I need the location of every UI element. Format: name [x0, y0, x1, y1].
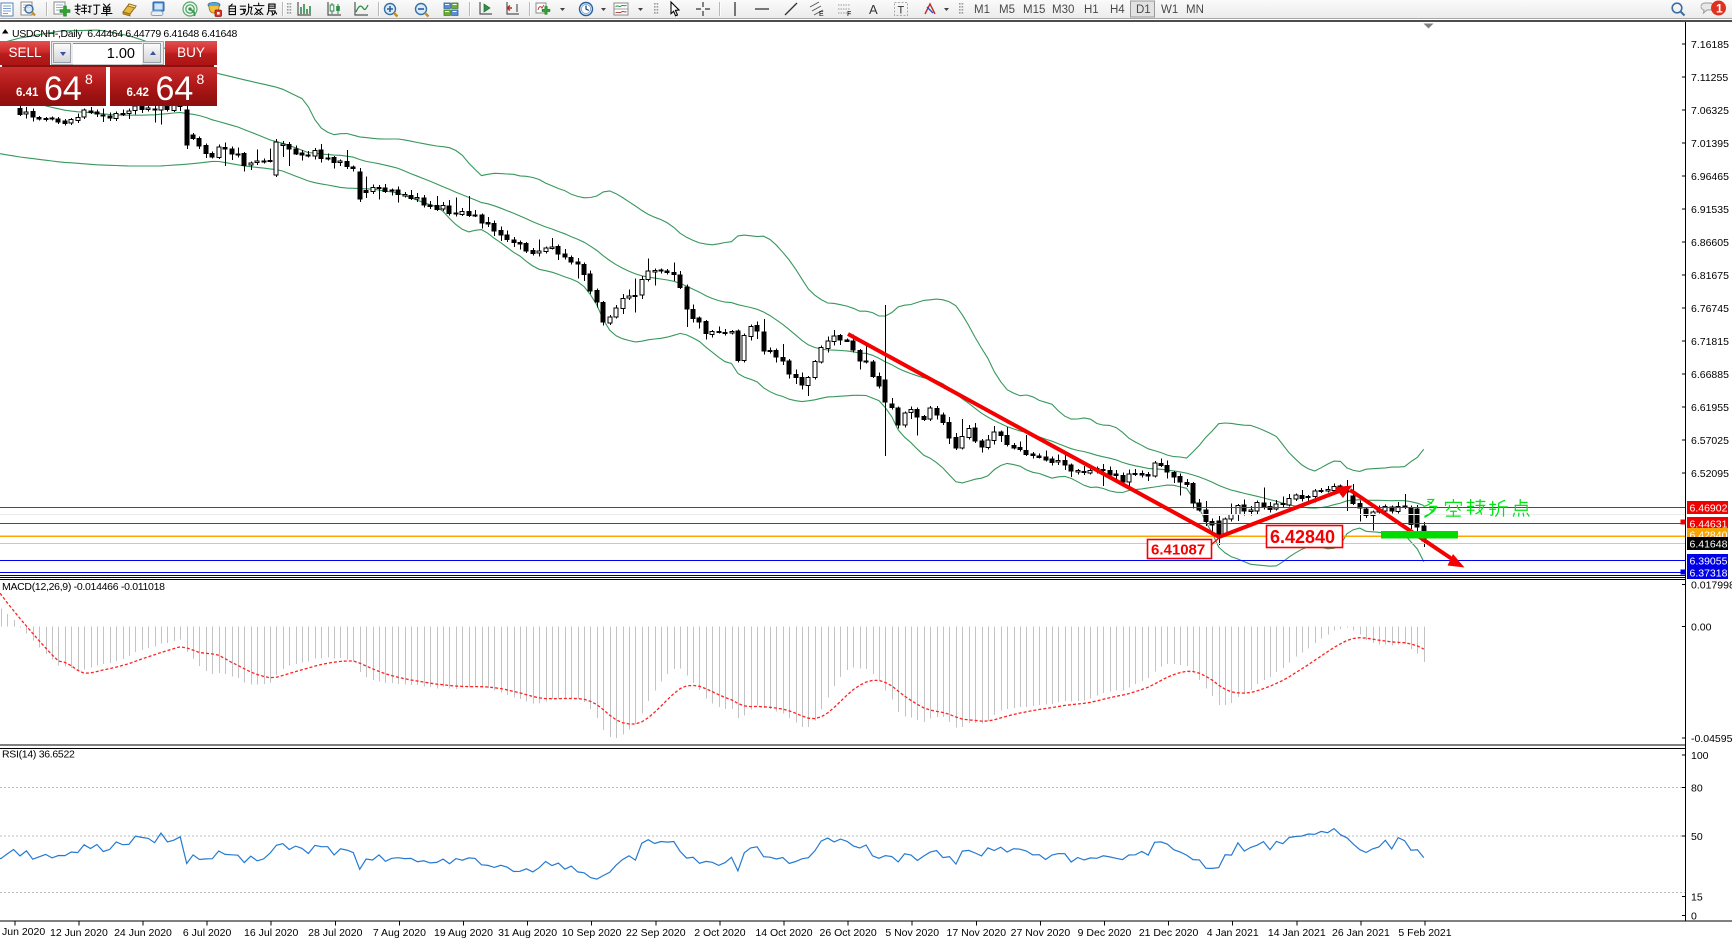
svg-text:14 Jan 2021: 14 Jan 2021	[1268, 927, 1326, 939]
svg-text:H4: H4	[1110, 4, 1125, 16]
svg-text:1: 1	[1716, 2, 1723, 16]
svg-text:6.52095: 6.52095	[1691, 468, 1729, 480]
svg-text:26 Oct 2020: 26 Oct 2020	[819, 927, 876, 939]
svg-text:5 Feb 2021: 5 Feb 2021	[1398, 927, 1451, 939]
svg-text:6.37318: 6.37318	[1690, 567, 1728, 579]
svg-text:6.86605: 6.86605	[1691, 237, 1729, 249]
svg-text:6.42840: 6.42840	[1270, 527, 1335, 547]
svg-text:0.017998: 0.017998	[1691, 579, 1732, 591]
svg-text:6.66885: 6.66885	[1691, 369, 1729, 381]
svg-text:MACD(12,26,9) -0.014466 -0.011: MACD(12,26,9) -0.014466 -0.011018	[2, 581, 165, 593]
svg-text:USDCNH-,Daily 6.44464 6.44779: USDCNH-,Daily 6.44464 6.44779 6.41648 6.…	[12, 28, 237, 40]
svg-text:19 Aug 2020: 19 Aug 2020	[434, 927, 493, 939]
svg-text:6.46902: 6.46902	[1690, 502, 1728, 514]
svg-text:4 Jan 2021: 4 Jan 2021	[1207, 927, 1259, 939]
svg-text:6.76745: 6.76745	[1691, 303, 1729, 315]
svg-text:2 Oct 2020: 2 Oct 2020	[694, 927, 746, 939]
svg-text:24 Jun 2020: 24 Jun 2020	[114, 927, 172, 939]
svg-text:0.00: 0.00	[1691, 622, 1712, 634]
svg-text:A: A	[869, 2, 878, 17]
svg-text:6.81675: 6.81675	[1691, 270, 1729, 282]
svg-text:31 Aug 2020: 31 Aug 2020	[498, 927, 557, 939]
svg-text:9 Dec 2020: 9 Dec 2020	[1078, 927, 1132, 939]
svg-text:7.11255: 7.11255	[1691, 72, 1728, 84]
svg-text:5 Nov 2020: 5 Nov 2020	[885, 927, 939, 939]
svg-text:6.96465: 6.96465	[1691, 171, 1729, 183]
svg-text:M30: M30	[1052, 4, 1074, 16]
svg-text:26 Jan 2021: 26 Jan 2021	[1332, 927, 1390, 939]
svg-text:-0.045957: -0.045957	[1691, 733, 1732, 745]
svg-text:Jun 2020: Jun 2020	[2, 926, 45, 938]
svg-text:50: 50	[1691, 831, 1703, 843]
svg-text:7.06325: 7.06325	[1691, 105, 1729, 117]
svg-text:7.01395: 7.01395	[1691, 138, 1729, 150]
svg-text:W1: W1	[1161, 4, 1178, 16]
svg-text:16 Jul 2020: 16 Jul 2020	[244, 927, 298, 939]
svg-text:6.61955: 6.61955	[1691, 402, 1729, 414]
svg-text:80: 80	[1691, 783, 1703, 795]
svg-text:RSI(14) 36.6522: RSI(14) 36.6522	[2, 749, 75, 761]
svg-text:E: E	[819, 11, 824, 18]
svg-text:M1: M1	[974, 4, 990, 16]
svg-text:M15: M15	[1023, 4, 1045, 16]
svg-text:6.39055: 6.39055	[1690, 555, 1728, 567]
svg-text:6.57025: 6.57025	[1691, 435, 1729, 447]
svg-text:27 Nov 2020: 27 Nov 2020	[1011, 927, 1071, 939]
svg-text:21 Dec 2020: 21 Dec 2020	[1139, 927, 1199, 939]
svg-text:0: 0	[1691, 911, 1697, 923]
svg-text:MN: MN	[1186, 4, 1204, 16]
svg-text:D1: D1	[1136, 4, 1151, 16]
svg-text:7.16185: 7.16185	[1691, 39, 1729, 51]
svg-text:M5: M5	[999, 4, 1015, 16]
svg-text:H1: H1	[1084, 4, 1099, 16]
svg-text:15: 15	[1691, 892, 1703, 904]
svg-text:14 Oct 2020: 14 Oct 2020	[755, 927, 812, 939]
svg-text:F: F	[847, 11, 851, 18]
svg-text:100: 100	[1691, 750, 1709, 762]
svg-text:6.71815: 6.71815	[1691, 336, 1729, 348]
svg-text:6.44631: 6.44631	[1690, 518, 1728, 530]
svg-text:6 Jul 2020: 6 Jul 2020	[183, 927, 232, 939]
svg-text:12 Jun 2020: 12 Jun 2020	[50, 927, 108, 939]
svg-text:7 Aug 2020: 7 Aug 2020	[373, 927, 426, 939]
svg-text:22 Sep 2020: 22 Sep 2020	[626, 927, 686, 939]
svg-text:6.91535: 6.91535	[1691, 204, 1729, 216]
svg-text:17 Nov 2020: 17 Nov 2020	[947, 927, 1007, 939]
svg-text:6.41087: 6.41087	[1151, 542, 1205, 559]
svg-text:10 Sep 2020: 10 Sep 2020	[562, 927, 622, 939]
svg-text:6.41648: 6.41648	[1690, 538, 1728, 550]
svg-text:28 Jul 2020: 28 Jul 2020	[308, 927, 362, 939]
svg-text:T: T	[898, 5, 905, 17]
